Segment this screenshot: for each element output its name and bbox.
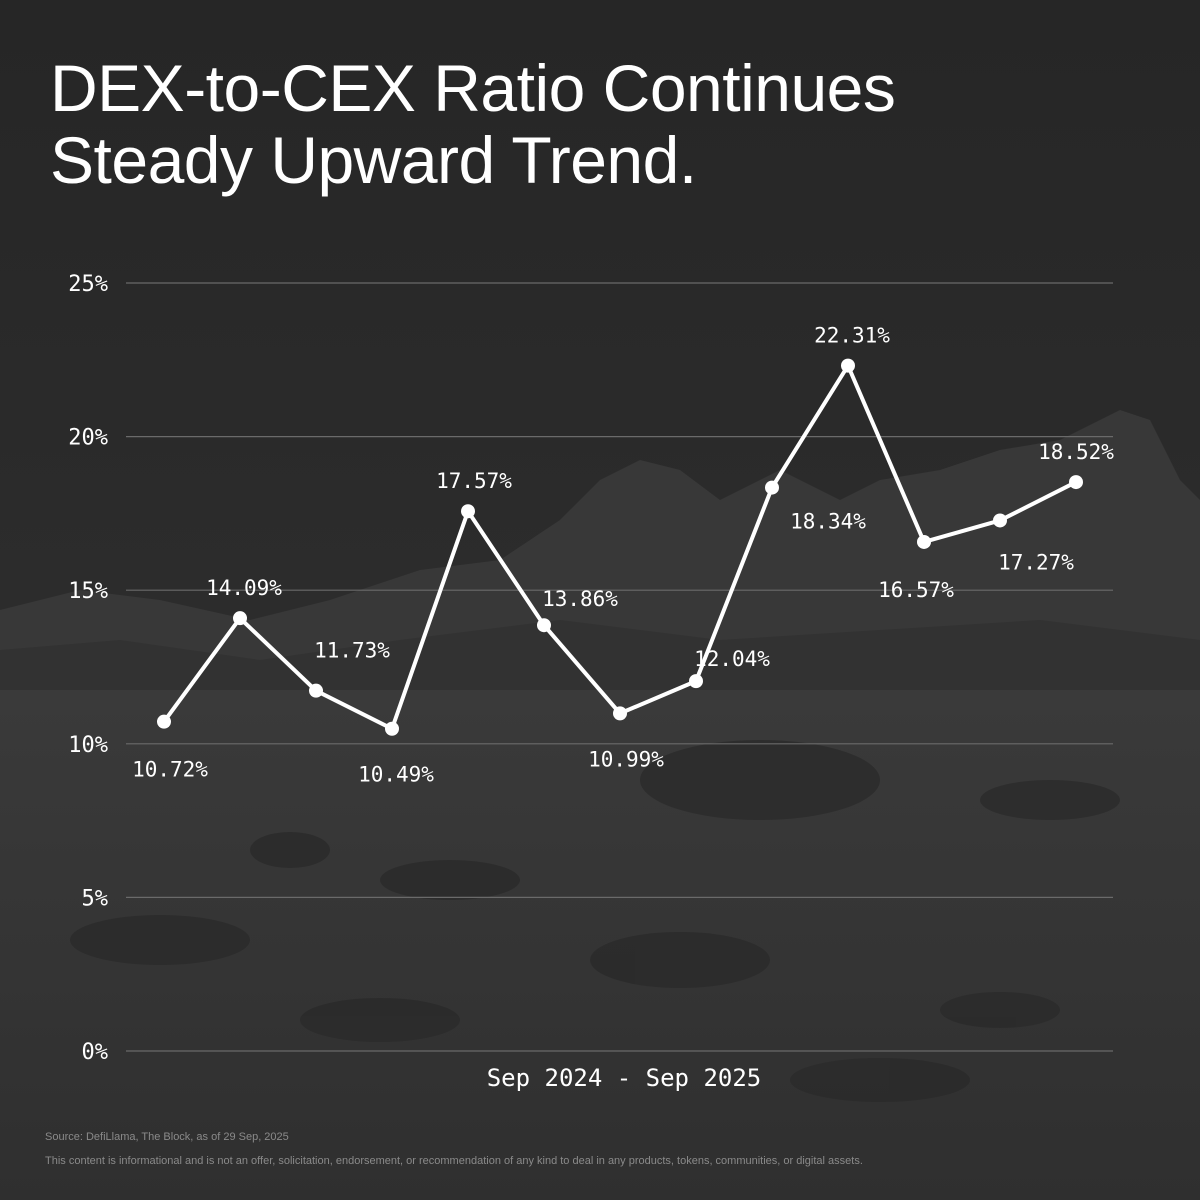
page-title: DEX-to-CEX Ratio Continues Steady Upward… (50, 52, 1150, 196)
data-point (233, 611, 247, 626)
data-point (613, 706, 627, 721)
data-labels: 10.72% 14.09% 11.73% 10.49% 17.57% 13.86% 10.9… (132, 324, 1114, 787)
data-point (689, 674, 703, 689)
data-label: 17.57% (436, 469, 512, 493)
data-point (461, 504, 475, 519)
data-point (537, 618, 551, 633)
data-label: 10.49% (358, 763, 434, 787)
title-line-2: Steady Upward Trend. (50, 123, 697, 197)
x-axis-label: Sep 2024 - Sep 2025 (487, 1064, 762, 1092)
y-tick-label: 5% (82, 886, 109, 911)
series-line-layer (162, 363, 1078, 731)
data-label: 11.73% (314, 639, 390, 663)
series-line (162, 363, 1078, 731)
y-tick-label: 10% (68, 733, 108, 758)
data-label: 14.09% (206, 576, 282, 600)
y-tick-label: 25% (68, 272, 108, 297)
data-point (765, 480, 779, 495)
data-label: 22.31% (814, 324, 890, 348)
y-tick-label: 15% (68, 579, 108, 604)
grid-lines (126, 282, 1113, 1052)
data-points (157, 358, 1083, 736)
data-point (993, 513, 1007, 528)
y-axis-tick-labels: 0% 5% 10% 15% 20% 25% (68, 272, 108, 1065)
data-point (841, 358, 855, 373)
y-tick-label: 0% (82, 1040, 109, 1065)
data-point (385, 721, 399, 736)
data-point (157, 714, 171, 729)
data-point (1069, 475, 1083, 490)
y-tick-label: 20% (68, 426, 108, 451)
data-label: 12.04% (694, 647, 770, 671)
source-note: Source: DefiLlama, The Block, as of 29 S… (45, 1131, 289, 1143)
data-label: 18.52% (1038, 440, 1114, 464)
data-label: 10.99% (588, 747, 664, 771)
title-line-1: DEX-to-CEX Ratio Continues (50, 51, 896, 125)
data-label: 18.34% (790, 510, 866, 534)
data-label: 17.27% (998, 550, 1074, 574)
data-label: 13.86% (542, 587, 618, 611)
data-point (917, 534, 931, 549)
data-label: 10.72% (132, 758, 208, 782)
disclaimer-note: This content is informational and is not… (45, 1155, 863, 1167)
data-point (309, 683, 323, 698)
data-label: 16.57% (878, 578, 954, 602)
